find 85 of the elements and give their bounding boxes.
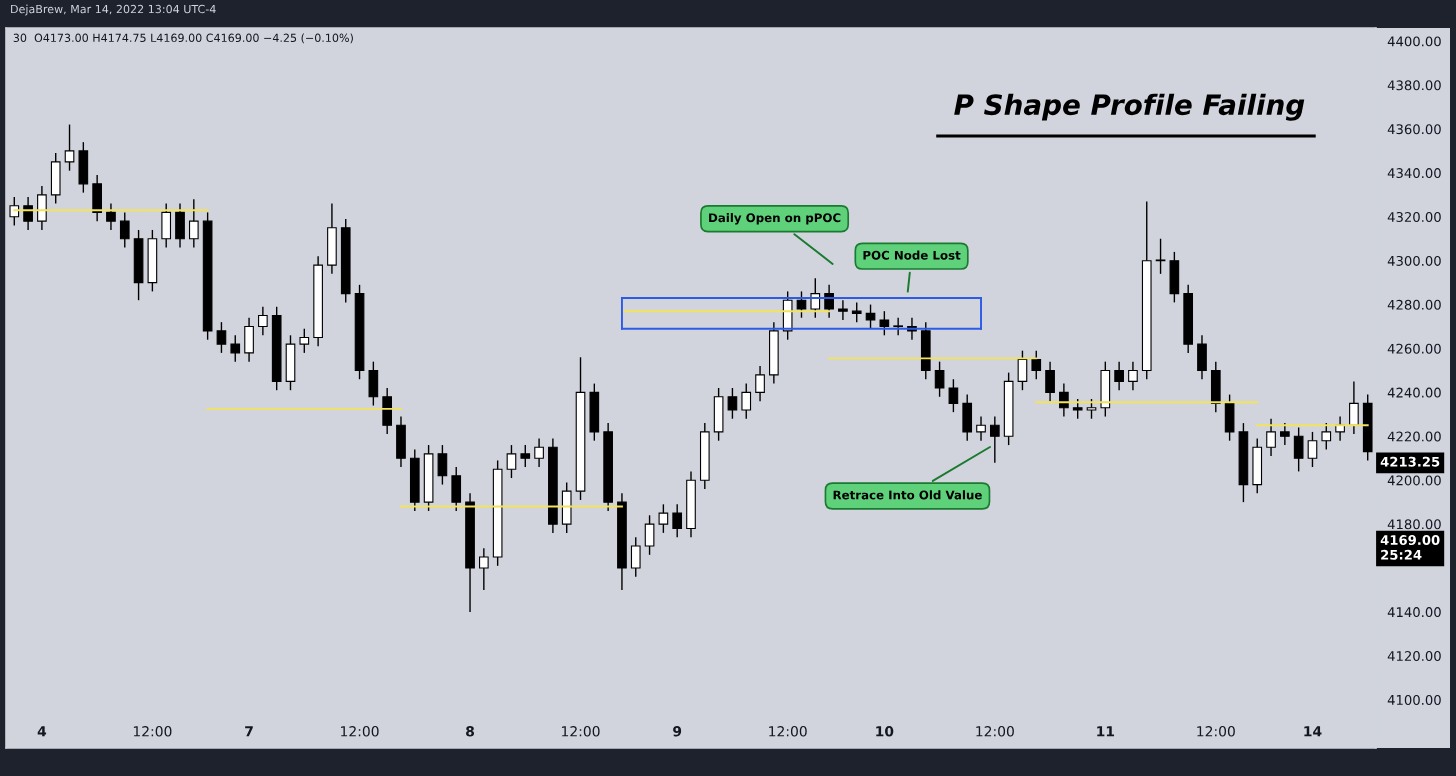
y-tick-label: 4120.00 <box>1387 651 1441 662</box>
y-tick-label: 4240.00 <box>1387 387 1441 398</box>
candlestick <box>1321 422 1332 451</box>
annotation: Daily Open on pPOC <box>709 213 841 225</box>
y-tick-label: 4100.00 <box>1387 694 1441 705</box>
candlestick <box>230 334 241 363</box>
candlestick <box>879 310 890 337</box>
candlestick <box>948 378 959 413</box>
candlestick <box>796 290 807 319</box>
text: P Shape Profile Failing <box>954 93 1305 121</box>
candlestick <box>755 365 765 402</box>
y-tick-label: 4180.00 <box>1387 519 1441 530</box>
candlestick <box>727 387 738 420</box>
candlestick <box>1045 360 1055 402</box>
candlestick <box>851 301 862 323</box>
x-tick-label: 12:00 <box>769 726 807 737</box>
candlestick <box>1335 415 1345 442</box>
x-tick-label: 9 <box>673 726 682 737</box>
candlestick <box>1349 380 1359 435</box>
x-tick-label: 4 <box>37 726 47 737</box>
y-tick-label: 4360.00 <box>1387 124 1441 135</box>
candlestick <box>1031 349 1042 380</box>
candlestick <box>119 211 130 249</box>
x-tick-label: 10 <box>876 726 894 737</box>
candlestick <box>644 514 655 556</box>
x-tick-label: 12:00 <box>1197 726 1235 737</box>
candlestick <box>216 321 227 354</box>
candlestick <box>1307 431 1318 468</box>
candlestick <box>934 360 945 398</box>
candlestick <box>188 198 199 249</box>
candlestick <box>506 444 517 479</box>
candlestick <box>64 123 75 172</box>
candlestick <box>630 536 641 578</box>
annotation: POC Node Lost <box>863 250 961 260</box>
candlestick <box>810 277 821 319</box>
y-tick-label: 4280.00 <box>1387 299 1441 310</box>
text: 4213.25 <box>1380 456 1440 467</box>
candlestick <box>23 196 33 231</box>
y-tick-label: 4260.00 <box>1387 343 1441 354</box>
candlestick <box>1155 238 1166 275</box>
y-tick-label: 4340.00 <box>1387 168 1441 179</box>
candlestick <box>976 415 986 442</box>
candlestick <box>865 303 876 330</box>
candlestick <box>1086 398 1097 420</box>
candlestick <box>824 284 834 319</box>
annotation: 30 O4173.00 H4174.75 L4169.00 C4169.00 −4.25 (−0.10%) <box>13 33 353 44</box>
text: 4169.00 25:24 <box>1380 535 1440 560</box>
candlestick <box>299 328 310 354</box>
x-tick-label: 12:00 <box>976 726 1014 737</box>
candlestick <box>1017 349 1028 391</box>
candlestick <box>1266 418 1276 457</box>
candlestick <box>1114 360 1124 391</box>
candlestick <box>989 415 1000 464</box>
x-tick-label: 12:00 <box>133 726 172 737</box>
y-tick-label: 4200.00 <box>1387 475 1441 486</box>
candlestick <box>1293 426 1304 473</box>
candlestick <box>479 547 489 591</box>
x-tick-label: 12:00 <box>562 726 600 737</box>
y-tick-label: 4300.00 <box>1387 255 1441 266</box>
x-tick-label: 7 <box>245 726 253 737</box>
candlestick <box>1072 398 1083 420</box>
y-tick-label: 4380.00 <box>1387 80 1441 91</box>
candlestick <box>838 299 848 321</box>
y-tick-label: 4140.00 <box>1387 607 1441 618</box>
candlestick <box>658 503 669 534</box>
candlestick <box>893 317 903 337</box>
annotation: Retrace Into Old Value <box>833 490 982 500</box>
candlestick <box>534 437 544 468</box>
candlestick <box>1128 360 1138 391</box>
candlestick <box>106 202 116 231</box>
candlestick <box>1280 422 1290 446</box>
candlestick <box>9 196 20 227</box>
y-tick-label: 4220.00 <box>1387 431 1441 442</box>
x-tick-label: 8 <box>466 726 474 737</box>
candlestick <box>258 306 268 337</box>
x-tick-label: 12:00 <box>341 726 379 737</box>
y-tick-label: 4320.00 <box>1387 212 1441 222</box>
text: DejaBrew, Mar 14, 2022 13:04 UTC-4 <box>11 4 216 16</box>
candlestick <box>520 444 531 468</box>
candlestick <box>741 382 752 420</box>
x-tick-label: 14 <box>1304 726 1322 737</box>
y-tick-label: 4400.00 <box>1387 36 1441 47</box>
candlestick <box>672 503 683 538</box>
candlestick <box>437 444 448 486</box>
x-tick-label: 11 <box>1097 726 1115 737</box>
